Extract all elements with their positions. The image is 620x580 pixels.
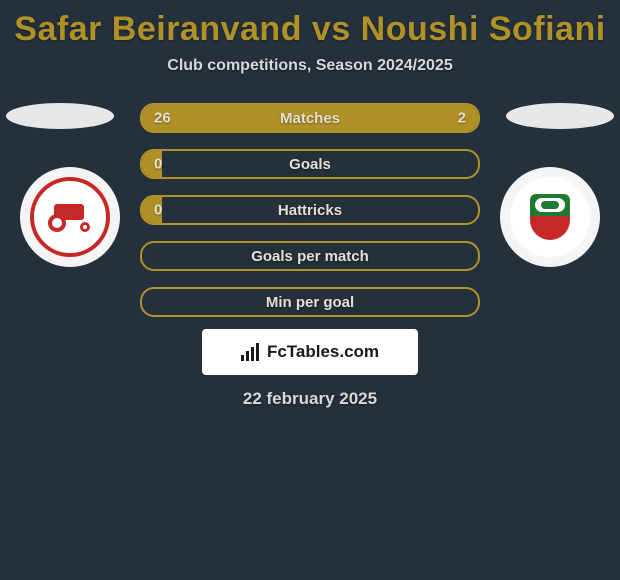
club-badge-right [500,167,600,267]
footer-date: 22 february 2025 [0,389,620,409]
stat-bar: 26 2 Matches [140,103,480,133]
stat-value-left: 0 [154,156,162,173]
brand-box: FcTables.com [202,329,418,375]
stat-value-left: 0 [154,202,162,219]
stat-bar: 0 Goals [140,149,480,179]
player-name-left-ellipse [6,103,114,129]
stat-label: Goals per match [251,248,369,265]
player-name-right-ellipse [506,103,614,129]
stat-value-right: 2 [458,110,466,127]
stat-label: Matches [280,110,340,127]
comparison-content: 26 2 Matches 0 Goals 0 Hattricks Goals per matc… [0,103,620,409]
subtitle: Club competitions, Season 2024/2025 [0,57,620,75]
stat-bar: 0 Hattricks [140,195,480,225]
stat-label: Hattricks [278,202,342,219]
zob-ahan-badge-icon [510,177,590,257]
chart-icon [241,343,263,361]
stat-label: Min per goal [266,294,354,311]
stat-bar: Min per goal [140,287,480,317]
stat-label: Goals [289,156,331,173]
page-title: Safar Beiranvand vs Noushi Sofiani [0,0,620,49]
stat-bars: 26 2 Matches 0 Goals 0 Hattricks Goals per matc… [140,103,480,317]
bar-fill-right [431,105,478,131]
stat-value-left: 26 [154,110,171,127]
tractor-badge-icon [30,177,110,257]
club-badge-left [20,167,120,267]
stat-bar: Goals per match [140,241,480,271]
brand-text: FcTables.com [267,342,379,362]
